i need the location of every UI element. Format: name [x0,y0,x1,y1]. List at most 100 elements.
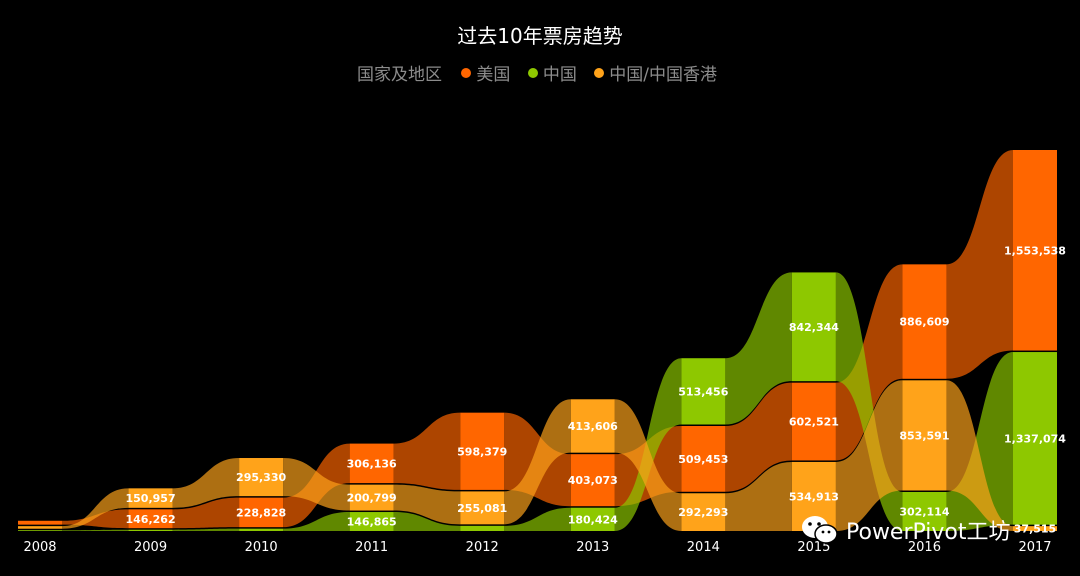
legend-title: 国家及地区 [357,65,443,85]
bar-2-2009[interactable] [128,488,173,508]
bar-2-2010[interactable] [239,458,284,497]
bar-1-2010[interactable] [239,528,284,531]
ribbon-1-2013-2014 [614,358,682,531]
bar-1-2014[interactable] [681,358,726,425]
legend-dot-icon [461,68,472,78]
legend: 国家及地区 美国 中国 中国/中国香港 [0,60,1080,85]
ribbon-2-2012-2013 [504,399,571,525]
ribbon-2-2010-2011 [283,458,350,511]
ribbon-1-2011-2012 [393,512,461,531]
ribbon-2-2014-2015 [725,461,792,531]
data-label-0-2009: 146,262 [126,513,176,526]
bar-0-2015[interactable] [791,382,836,461]
legend-item-china-hk[interactable]: 中国/中国香港 [594,65,717,85]
watermark-text: PowerPivot工坊 [846,520,1011,545]
x-tick-label: 2015 [797,540,830,555]
legend-dot-icon [527,68,538,78]
data-label-2-2017: 37,515 [1014,523,1056,536]
x-tick-label: 2011 [355,540,388,555]
data-label-2-2010: 295,330 [236,471,286,484]
bar-0-2013[interactable] [570,454,615,507]
data-label-2-2011: 200,799 [347,492,397,505]
data-label-2-2014: 292,293 [678,506,728,519]
x-tick-label: 2017 [1018,540,1051,555]
data-label-0-2014: 509,453 [678,453,728,466]
wechat-icon [802,516,838,544]
bar-2-2008[interactable] [18,526,62,529]
data-label-0-2013: 403,073 [568,474,618,487]
legend-item-china[interactable]: 中国 [527,65,577,85]
data-label-1-2011: 146,865 [347,516,397,529]
ribbon-2-2009-2010 [172,458,240,508]
legend-label: 中国/中国香港 [609,65,717,85]
bar-0-2012[interactable] [460,412,505,490]
bar-2-2017[interactable] [1013,526,1057,531]
ribbon-1-2014-2015 [725,272,792,425]
bar-2-2012[interactable] [460,491,505,525]
ribbon-1-2008-2009 [62,529,129,531]
x-tick-label: 2009 [134,540,167,555]
data-label-0-2010: 228,828 [236,506,286,519]
x-tick-label: 2014 [687,540,720,555]
bar-0-2011[interactable] [349,443,394,484]
data-label-2-2016: 853,591 [899,429,949,442]
x-tick-label: 2010 [245,540,278,555]
data-label-1-2016: 302,114 [899,505,949,518]
legend-item-us[interactable]: 美国 [461,65,510,85]
x-tick-label: 2008 [23,540,56,555]
x-tick-label: 2013 [576,540,609,555]
data-label-0-2016: 886,609 [899,316,949,329]
data-label-0-2011: 306,136 [347,457,397,470]
ribbon-0-2016-2017 [946,150,1013,379]
ribbon-0-2011-2012 [393,412,461,490]
data-label-0-2017: 1,553,538 [1004,244,1066,257]
x-tick-label: 2016 [908,540,941,555]
bar-2-2016[interactable] [902,380,947,491]
bar-1-2012[interactable] [460,525,505,531]
ribbon-2-2011-2012 [393,484,461,525]
ribbon-2-2008-2009 [62,488,129,529]
data-label-1-2014: 513,456 [678,385,728,398]
ribbon-0-2015-2016 [835,264,903,461]
bar-2-2013[interactable] [570,399,615,453]
data-label-1-2015: 842,344 [789,321,839,334]
chart-title: 过去10年票房趋势 [457,24,623,48]
legend-label: 美国 [476,65,511,85]
bar-0-2016[interactable] [902,264,947,379]
x-tick-label: 2012 [466,540,499,555]
data-label-2-2009: 150,957 [126,492,176,505]
ribbon-2-2016-2017 [946,380,1013,531]
bar-0-2010[interactable] [239,497,284,528]
bar-1-2015[interactable] [791,272,836,382]
data-label-2-2013: 413,606 [568,420,618,433]
ribbon-1-2012-2013 [504,507,571,531]
ribbon-0-2014-2015 [725,382,792,492]
bar-2-2011[interactable] [349,484,394,511]
bar-1-2011[interactable] [349,512,394,531]
ribbon-1-2015-2016 [835,272,903,531]
bar-0-2009[interactable] [128,509,173,529]
ribbon-1-2009-2010 [172,528,240,531]
data-label-0-2012: 598,379 [457,445,507,458]
bar-1-2013[interactable] [570,507,615,531]
bar-1-2016[interactable] [902,491,947,531]
watermark: PowerPivot工坊 [800,510,1011,550]
ribbon-1-2010-2011 [283,512,350,531]
data-label-2-2012: 255,081 [457,502,507,515]
bar-2-2014[interactable] [681,493,726,531]
data-label-1-2017: 1,337,074 [1004,432,1066,445]
legend-label: 中国 [542,65,577,85]
ribbon-2-2013-2014 [614,399,682,531]
data-label-2-2015: 534,913 [789,490,839,503]
bar-1-2009[interactable] [128,529,173,531]
data-label-0-2015: 602,521 [789,416,839,429]
legend-dot-icon [594,68,605,78]
bar-1-2008[interactable] [18,530,62,531]
bar-0-2017[interactable] [1013,150,1057,351]
bar-0-2008[interactable] [18,520,62,525]
bar-0-2014[interactable] [681,426,726,492]
data-label-1-2013: 180,424 [568,513,618,526]
bar-1-2017[interactable] [1013,352,1057,525]
ribbon-2-2015-2016 [835,380,903,531]
